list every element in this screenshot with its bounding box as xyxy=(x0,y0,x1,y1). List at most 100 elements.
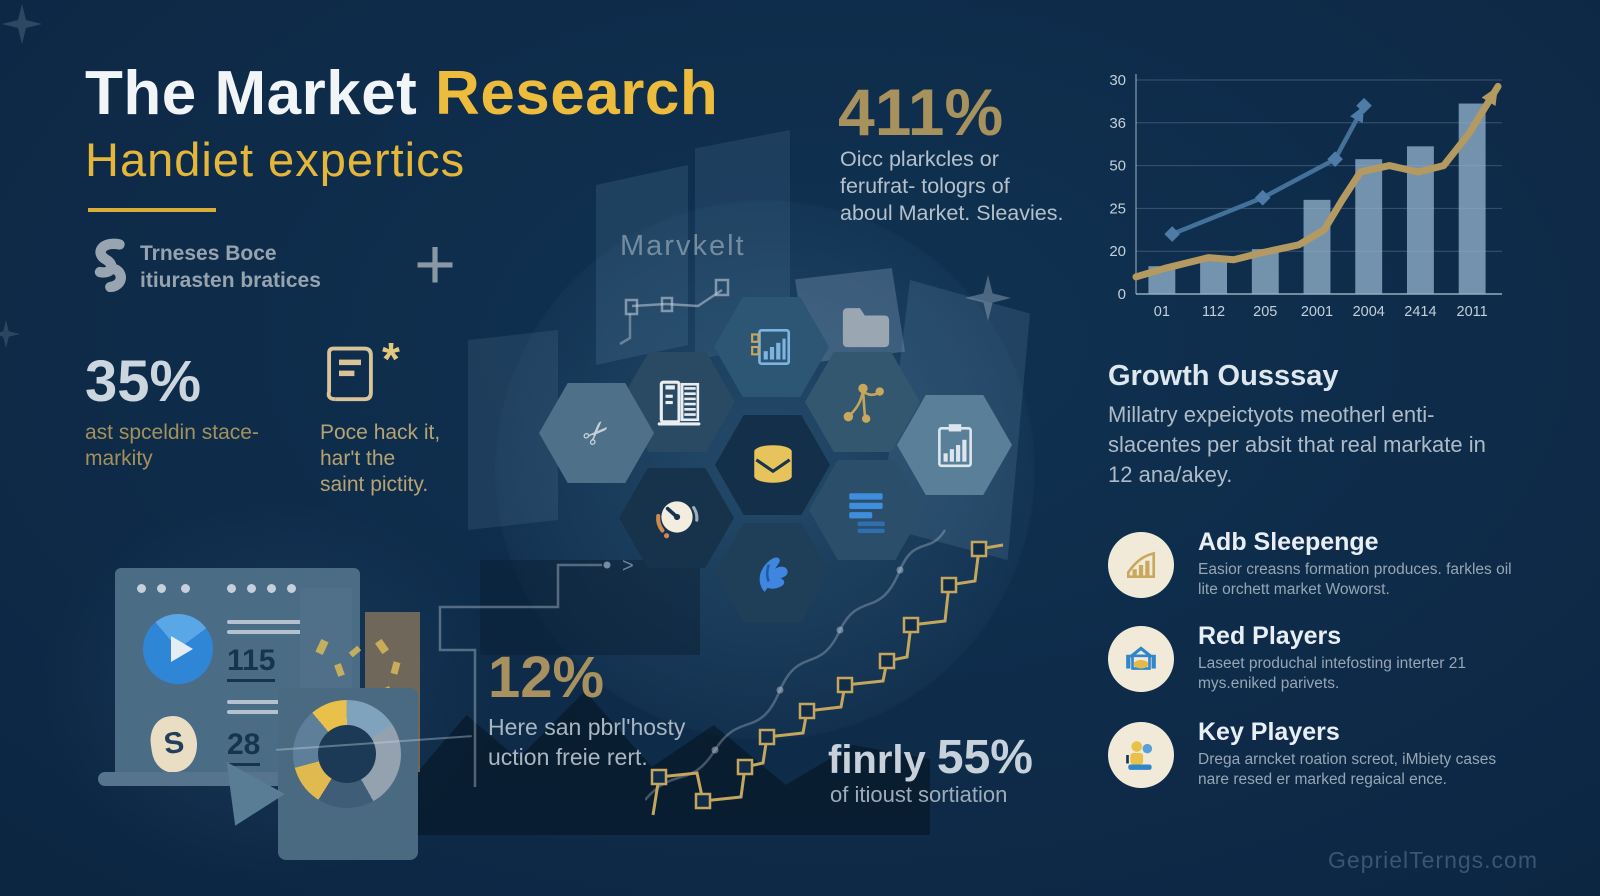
title-part-1: The Market xyxy=(85,59,436,128)
watermark: GeprielTerngs.com xyxy=(1327,847,1538,873)
page-title: The Market Research xyxy=(85,58,718,129)
player-desc: Drega arncket roation screot, iMbiety ca… xyxy=(1198,751,1497,788)
text-line xyxy=(227,710,322,714)
asterisk-icon: * xyxy=(382,333,400,385)
award-house-icon xyxy=(1108,626,1174,692)
svg-text:205: 205 xyxy=(1253,304,1277,320)
hexagon-network xyxy=(805,352,920,452)
doc-note-line1: Poce hack it, xyxy=(320,421,441,444)
stat-55-prefix: finrly xyxy=(828,738,937,782)
text-line xyxy=(227,630,329,634)
hexagon-scissors: ✂ xyxy=(539,383,654,483)
window-dot xyxy=(247,584,256,593)
stat-55-caption: of itioust sortiation xyxy=(830,782,1008,807)
growth-heading: Growth Ousssay xyxy=(1108,360,1339,392)
player-title: Red Players xyxy=(1198,622,1342,650)
hexagon-document-lines xyxy=(809,460,924,560)
window-dot xyxy=(267,584,276,593)
stepped-gold-line-chart xyxy=(645,529,1004,816)
stat-35-caption: ast spceldin stace- markity xyxy=(85,420,259,472)
stat-35-caption-line1: ast spceldin stace- xyxy=(85,421,259,444)
player-desc: Easior creasns formation produces. farkl… xyxy=(1198,561,1512,598)
list-item-adb-sleepenge: Adb Sleepenge Easior creasns formation p… xyxy=(1108,528,1518,614)
faint-trend-line xyxy=(645,529,947,801)
title-part-2: Research xyxy=(435,59,719,128)
hexagon-chart-document xyxy=(714,297,829,397)
staircase-doodle: > xyxy=(438,555,634,787)
svg-text:25: 25 xyxy=(1109,200,1126,217)
stat-411-caption-line2: ferufrat- tologrs of xyxy=(840,174,1010,198)
stat-35-value: 35% xyxy=(85,349,202,414)
scissors-icon: ✂ xyxy=(574,410,619,456)
svg-text:0: 0 xyxy=(1118,286,1126,303)
svg-text:36: 36 xyxy=(1109,115,1126,132)
ribbon-squiggle-icon xyxy=(85,236,131,297)
window-dot xyxy=(137,584,146,593)
star-icon xyxy=(0,320,20,348)
flowchart-doodle-icon xyxy=(618,276,758,351)
text-line xyxy=(227,620,329,624)
text-line xyxy=(227,700,322,704)
hexagon-database xyxy=(715,415,830,515)
list-item-key-players: Key Players Drega arncket roation screot… xyxy=(1108,718,1518,804)
network-nodes-icon xyxy=(843,383,884,423)
svg-text:20: 20 xyxy=(1109,243,1126,260)
play-button xyxy=(143,614,213,684)
growth-combo-chart: 0 20 25 50 36 30 01 112 205 2001 2004 2414 2011 xyxy=(1109,72,1502,320)
hexagon-cluster: ✂ xyxy=(460,250,1040,680)
svg-text:2011: 2011 xyxy=(1457,304,1488,320)
brand-line-2: itiurasten bratices xyxy=(140,269,321,292)
stat-12-caption-line1: Here san pbrl'hosty xyxy=(488,714,686,740)
hand-icon xyxy=(759,557,788,592)
confetti-bit xyxy=(390,661,401,675)
brand-line-1: Trneses Boce xyxy=(140,242,277,265)
svg-text:30: 30 xyxy=(1109,72,1126,89)
list-item-red-players: Red Players Laseet produchal intefosting… xyxy=(1108,622,1518,708)
letter-s: S xyxy=(161,725,187,762)
window-dot xyxy=(181,584,190,593)
page-subtitle: Handiet expertics xyxy=(85,133,466,186)
hexagon-gauge xyxy=(619,468,734,568)
svg-text:2001: 2001 xyxy=(1301,304,1333,320)
stat-55-value: finrly 55% xyxy=(828,730,1033,785)
growth-bars-icon xyxy=(1108,532,1174,598)
stat-35-caption-line2: markity xyxy=(85,447,153,470)
doc-note-line2: har't the xyxy=(320,447,396,470)
svg-text:01: 01 xyxy=(1154,304,1170,320)
svg-text:112: 112 xyxy=(1202,304,1225,320)
stat-12-caption: Here san pbrl'hosty uction freie rert. xyxy=(488,712,685,772)
player-desc: Laseet produchal intefosting interter 21… xyxy=(1198,655,1466,692)
doc-note-line3: saint pictity. xyxy=(320,473,429,496)
document-lines-icon xyxy=(848,493,885,533)
brand-tagline: Trneses Boce itiurasten bratices xyxy=(140,240,321,294)
player-title: Adb Sleepenge xyxy=(1198,528,1379,556)
clipboard-chart-icon xyxy=(937,424,972,468)
folder-icon xyxy=(835,296,897,357)
plus-mark: + xyxy=(414,225,457,305)
svg-text:2414: 2414 xyxy=(1404,304,1436,320)
scroll-document-icon xyxy=(320,342,380,413)
svg-text:50: 50 xyxy=(1109,158,1126,175)
growth-body: Millatry expeictyots meotherl enti-slace… xyxy=(1108,402,1486,487)
chart-document-icon xyxy=(750,328,790,366)
stat-411-caption-line3: aboul Market. Sleavies. xyxy=(840,201,1064,225)
doc-note-caption: Poce hack it, har't the saint pictity. xyxy=(320,420,440,498)
play-icon xyxy=(171,636,193,662)
window-dot xyxy=(227,584,236,593)
center-label: Marvkelt xyxy=(620,230,746,262)
faint-trend-dots xyxy=(711,566,904,754)
svg-text:2004: 2004 xyxy=(1353,304,1385,320)
letter-blob: S xyxy=(147,713,201,775)
window-value-2: 28 xyxy=(227,728,261,766)
hexagon-hand xyxy=(715,523,830,623)
confetti-bit xyxy=(374,638,390,655)
hexagon-clipboard xyxy=(897,395,1012,495)
gauge-icon xyxy=(655,501,698,539)
window-dot xyxy=(157,584,166,593)
stat-411-caption-line1: Oicc plarkcles or xyxy=(840,147,999,171)
server-icon xyxy=(657,380,700,426)
stat-12-value: 12% xyxy=(488,645,605,710)
database-icon xyxy=(753,445,792,483)
donut-hole xyxy=(318,725,376,783)
